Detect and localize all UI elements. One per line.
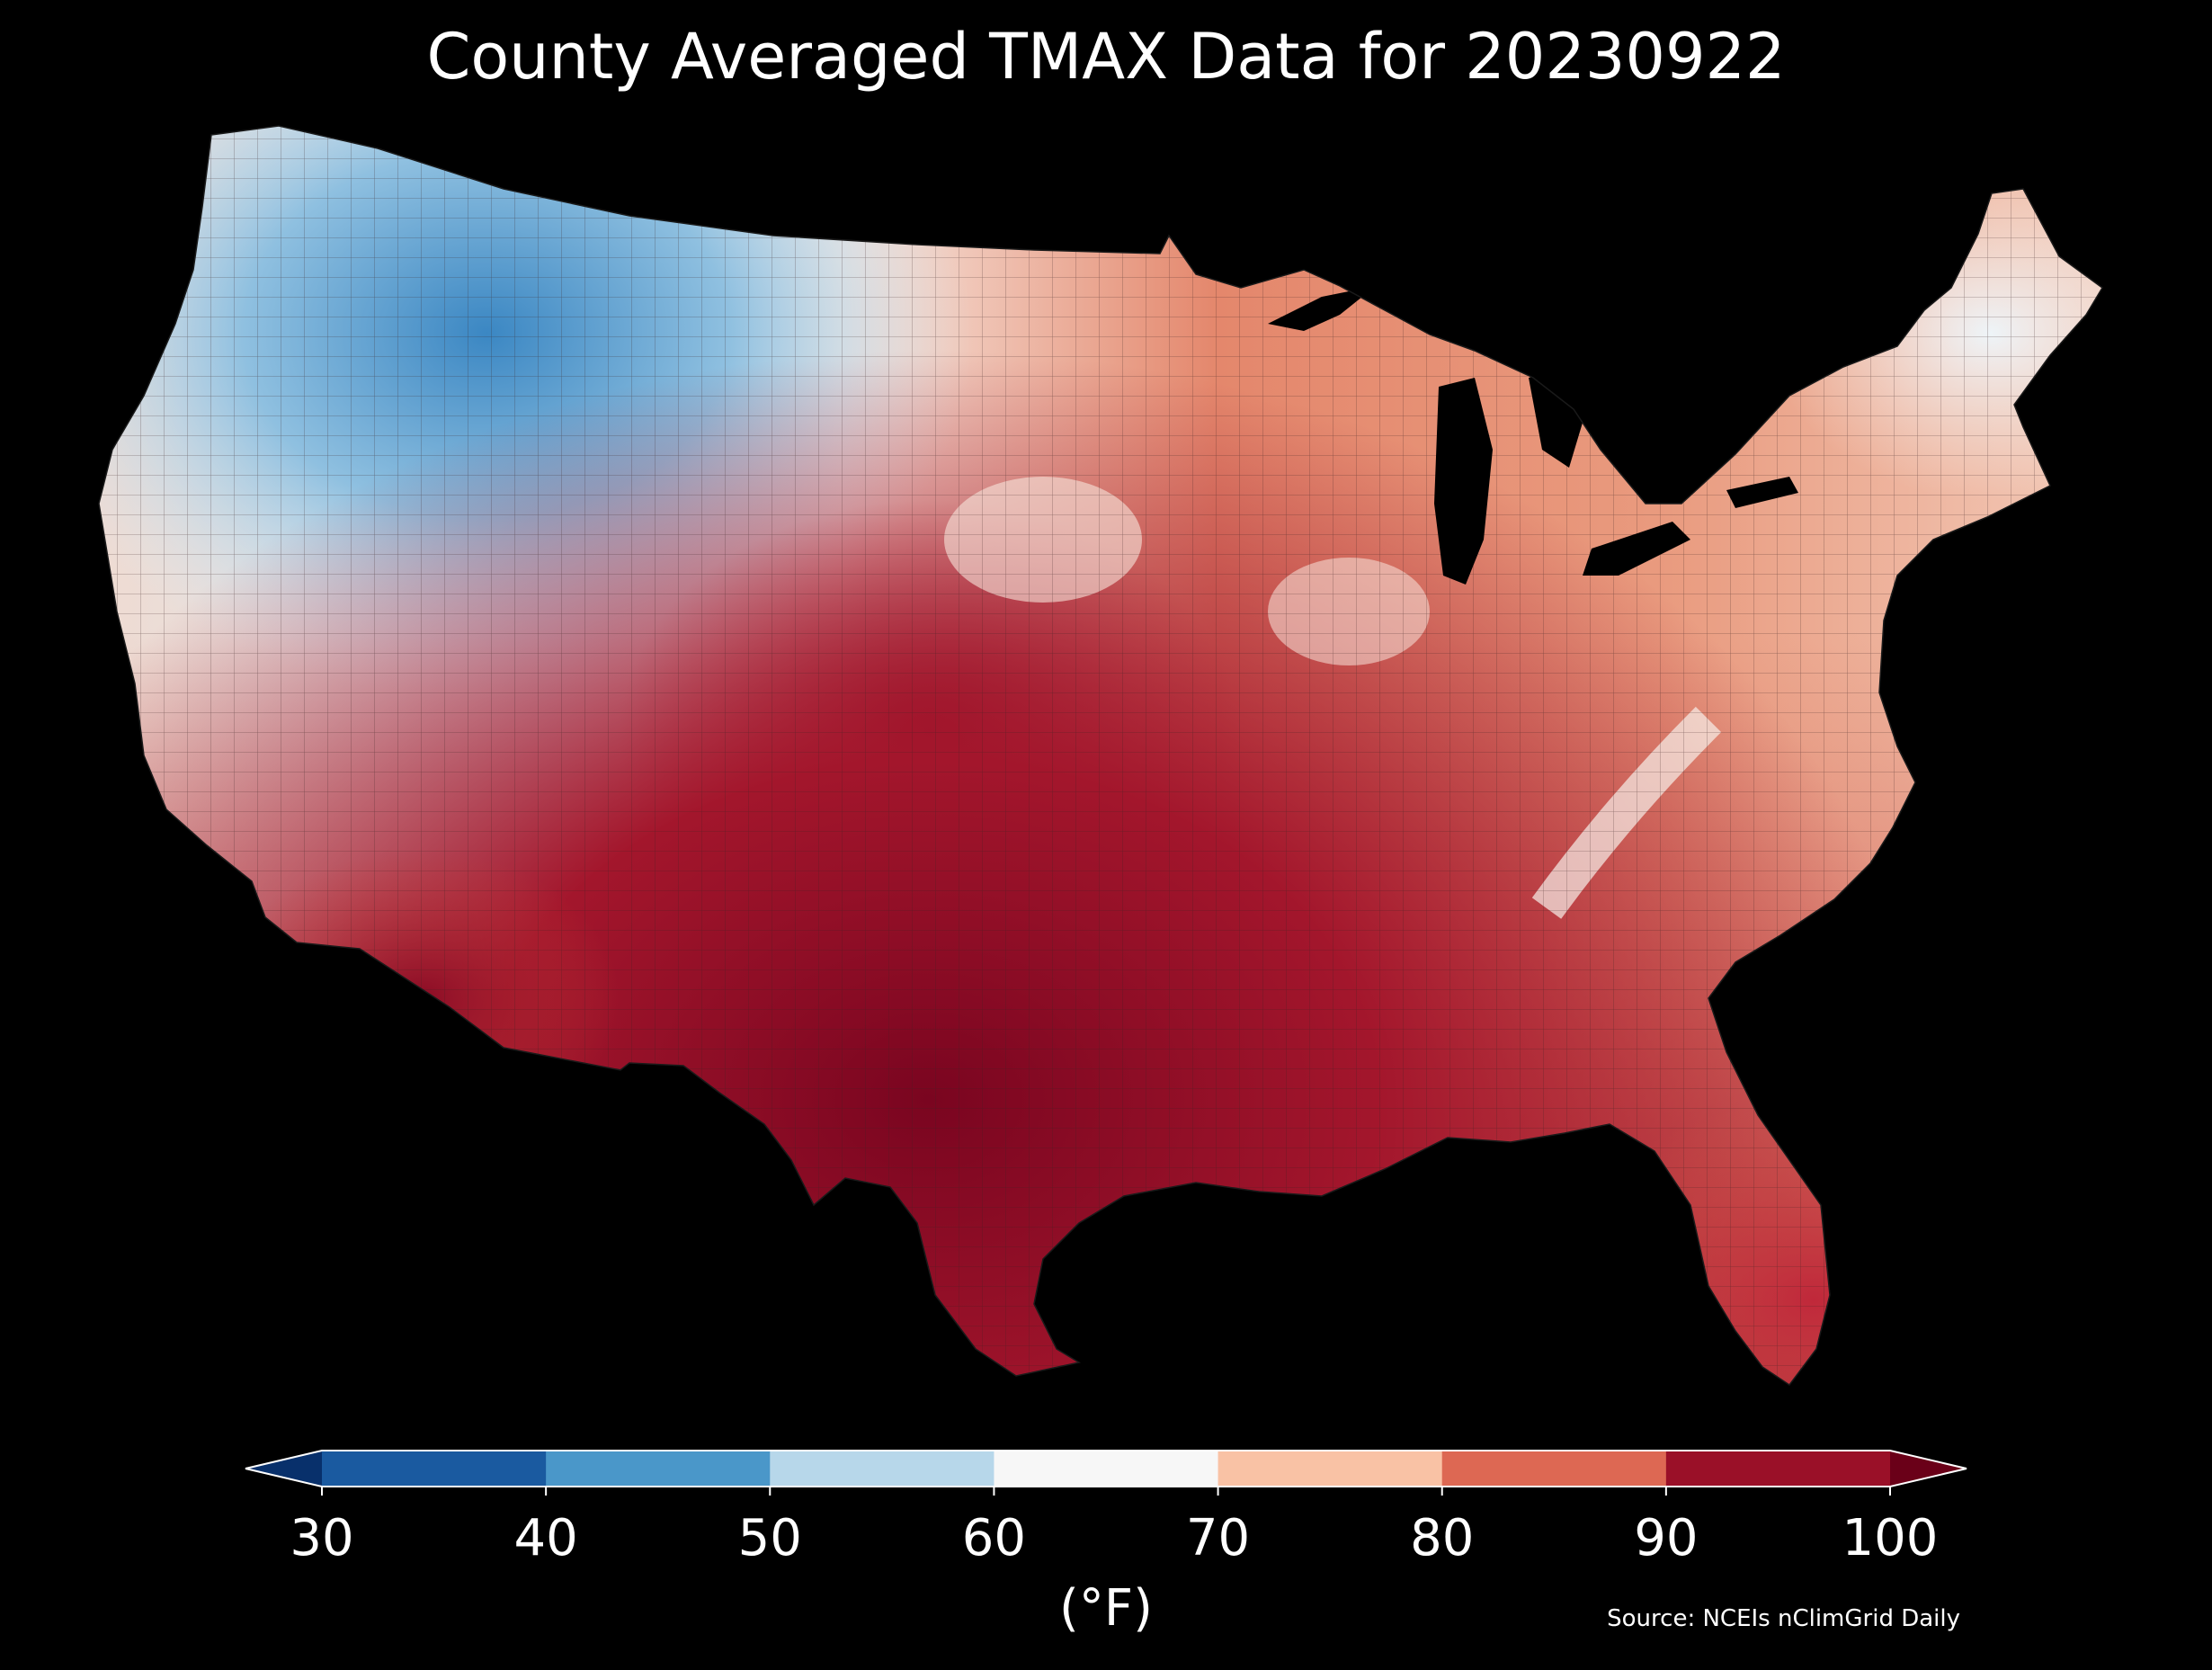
great-lakes (1268, 286, 1798, 585)
colorbar-segment (546, 1451, 771, 1487)
colorbar-extend-high (1890, 1451, 1967, 1487)
us-outline (98, 125, 2103, 1387)
colorbar-segment (770, 1451, 995, 1487)
colorbar-unit-label: (°F) (1059, 1579, 1153, 1638)
source-credit: Source: NCEIs nClimGrid Daily (1607, 1605, 1960, 1632)
colorbar-tick-label: 60 (961, 1509, 1027, 1567)
colorbar-segment (1217, 1451, 1443, 1487)
colorbar-segment (994, 1451, 1219, 1487)
colorbar-tick-label: 50 (737, 1509, 802, 1567)
colorbar-segment (1441, 1451, 1667, 1487)
colorbar-tick-label: 80 (1410, 1509, 1475, 1567)
map-title: County Averaged TMAX Data for 20230922 (426, 20, 1786, 94)
colorbar-segment (1665, 1451, 1891, 1487)
colorbar-extend-low (245, 1451, 322, 1487)
colorbar-segment (322, 1451, 547, 1487)
colorbar-tick-label: 40 (513, 1509, 578, 1567)
colorbar-tick-label: 30 (290, 1509, 354, 1567)
colorbar-tick-label: 100 (1842, 1509, 1939, 1567)
colorbar-tick-label: 90 (1634, 1509, 1699, 1567)
colorbar-tick-label: 70 (1185, 1509, 1251, 1567)
